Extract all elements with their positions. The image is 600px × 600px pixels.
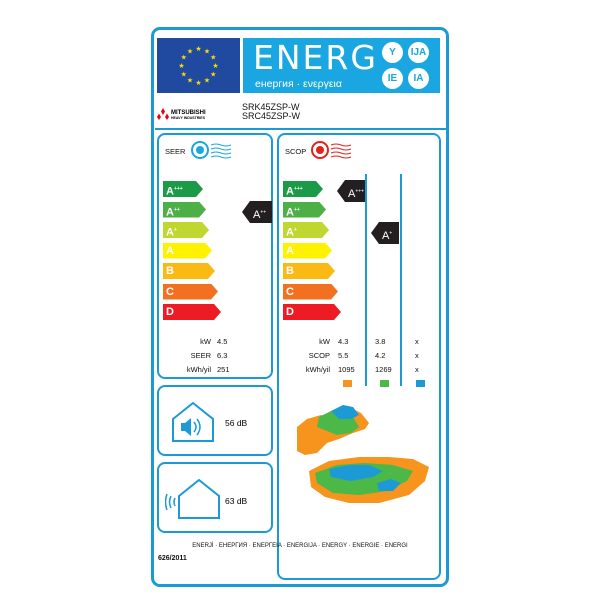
svg-text:★: ★ xyxy=(210,71,216,79)
heating-row-value: 4.2 xyxy=(375,351,386,360)
suffix-ia: IA xyxy=(408,68,429,89)
model-indoor: SRK45ZSP-W xyxy=(242,102,300,112)
heating-row-value: 4.3 xyxy=(338,337,349,346)
cooling-row-value: 6.3 xyxy=(217,351,228,360)
heating-row-value: 3.8 xyxy=(375,337,386,346)
energy-class-bar: B xyxy=(163,263,215,279)
outdoor-noise-panel: 63 dB xyxy=(157,462,273,533)
climate-zone-swatch xyxy=(343,380,352,387)
svg-text:★: ★ xyxy=(181,54,187,62)
heating-class-colder: A+ xyxy=(382,229,393,242)
footer-energy-words: ENERJİ · ЕНЕРГИЯ · ΕΝΕΡΓΕΙΑ · ENERGIJA ·… xyxy=(192,543,408,549)
suffix-y: Y xyxy=(382,42,403,63)
outdoor-noise-value: 63 dB xyxy=(225,496,248,506)
model-names: SRK45ZSP-W SRC45ZSP-W xyxy=(242,103,300,121)
indoor-noise-value: 56 dB xyxy=(225,418,248,428)
energy-class-bar: A++ xyxy=(283,202,326,218)
energy-class-bar: A+ xyxy=(163,222,209,238)
header-subtitle: енергия · ενεργεια xyxy=(255,78,342,90)
climate-zone-swatch xyxy=(380,380,389,387)
three-diamonds-logo-icon xyxy=(157,108,169,120)
svg-text:★: ★ xyxy=(178,62,184,70)
regulation-number: 626/2011 xyxy=(158,555,187,562)
svg-text:★: ★ xyxy=(181,71,187,79)
indoor-speaker-icon xyxy=(172,401,214,442)
svg-text:★: ★ xyxy=(195,45,201,53)
column-divider xyxy=(400,174,402,386)
cooling-row-value: 4.5 xyxy=(217,337,228,346)
cooling-row-value: 251 xyxy=(217,365,230,374)
energy-class-bar: C xyxy=(283,284,338,300)
energy-class-bar: A+ xyxy=(283,222,329,238)
heating-panel: SCOP A+++ A++ A+ A B C D A+++ A+ kW 4.3 3.8 x SCOP… xyxy=(277,133,441,580)
energy-class-bar: A++ xyxy=(163,202,206,218)
cooling-class: A++ xyxy=(253,208,267,221)
svg-text:★: ★ xyxy=(187,77,193,85)
energy-class-bar: A xyxy=(283,243,332,259)
scop-title: SCOP xyxy=(285,147,307,156)
svg-text:★: ★ xyxy=(187,47,193,55)
svg-text:★: ★ xyxy=(204,47,210,55)
energy-class-bar: B xyxy=(283,263,335,279)
brand-name: MITSUBISHI xyxy=(171,110,206,116)
brand-logo: MITSUBISHI HEAVY INDUSTRIES xyxy=(157,104,237,124)
fan-heat-icon xyxy=(311,141,352,159)
outdoor-sound-icon xyxy=(165,478,220,519)
energy-class-bar: D xyxy=(163,304,221,320)
heating-class-indicator-colder: A+ xyxy=(371,222,399,244)
heating-row-value: x xyxy=(415,351,419,360)
column-divider xyxy=(365,174,367,386)
model-outdoor: SRC45ZSP-W xyxy=(242,111,301,121)
heating-row-value: 1095 xyxy=(338,365,355,374)
heating-row-label: kWh/yil xyxy=(305,365,330,374)
seer-title: SEER xyxy=(165,147,186,156)
energy-class-bar: A xyxy=(163,243,212,259)
cooling-row-label: kW xyxy=(200,337,211,346)
energy-class-bar: D xyxy=(283,304,341,320)
svg-text:★: ★ xyxy=(210,54,216,62)
eu-flag-icon: ★ ★ ★ ★ ★ ★ ★ ★ ★ ★ ★ ★ xyxy=(157,38,240,93)
energy-class-bar: A+++ xyxy=(283,181,323,197)
svg-text:★: ★ xyxy=(204,77,210,85)
heating-row-value: 1269 xyxy=(375,365,392,374)
indoor-noise-panel: 56 dB xyxy=(157,385,273,456)
cooling-class-indicator: A++ xyxy=(242,201,272,223)
brand-sub: HEAVY INDUSTRIES xyxy=(171,116,205,120)
heating-class-indicator-average: A+++ xyxy=(337,180,365,202)
cooling-row-label: kWh/yil xyxy=(186,365,211,374)
heating-class-average: A+++ xyxy=(348,187,365,200)
suffix-ie: IE xyxy=(382,68,403,89)
suffix-ija: IJA xyxy=(408,42,429,63)
header-title: ENERG xyxy=(253,38,378,77)
energy-class-bar: C xyxy=(163,284,218,300)
svg-text:★: ★ xyxy=(212,62,218,70)
cooling-panel: SEER A+++ A++ A+ A B C D A++ kW 4.5 SEER 6.3 kWh/y… xyxy=(157,133,273,379)
heating-row-value: x xyxy=(415,365,419,374)
europe-climate-map xyxy=(297,405,429,503)
energy-class-bar: A+++ xyxy=(163,181,203,197)
climate-zone-swatch xyxy=(416,380,425,387)
heating-row-label: kW xyxy=(319,337,330,346)
fan-cool-icon xyxy=(191,141,232,159)
energy-label xyxy=(151,27,449,587)
cooling-row-label: SEER xyxy=(190,351,211,360)
energy-header: ENERG енергия · ενεργεια Y IJA IE IA xyxy=(243,38,440,93)
heating-row-label: SCOP xyxy=(308,351,330,360)
divider xyxy=(155,128,446,130)
heating-row-value: x xyxy=(415,337,419,346)
svg-text:★: ★ xyxy=(195,79,201,87)
heating-row-value: 5.5 xyxy=(338,351,349,360)
